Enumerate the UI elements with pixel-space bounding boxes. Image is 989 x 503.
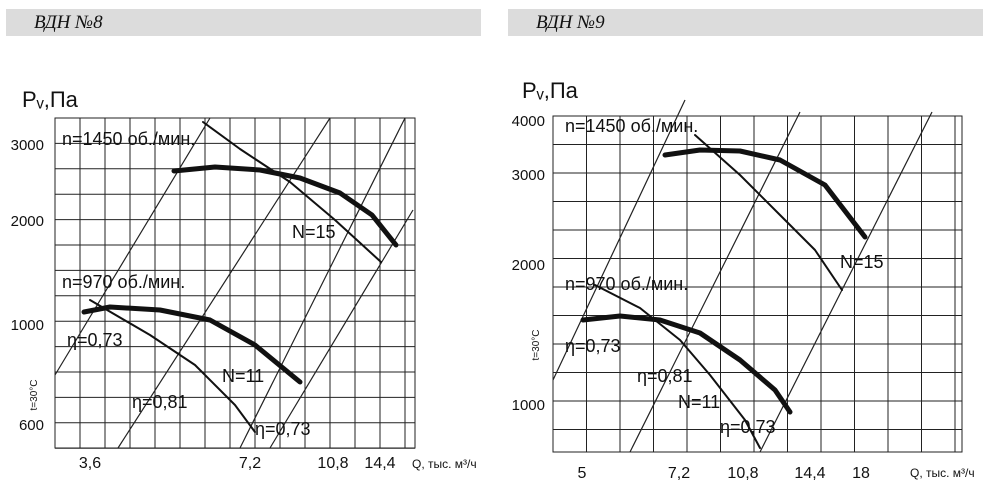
efficiency-line-vdn8: [117, 117, 331, 449]
ann-eta081-vdn9: η=0,81: [637, 366, 693, 386]
x-tick-label-vdn9: 14,4: [794, 465, 825, 482]
efficiency-line-vdn8: [239, 117, 406, 449]
y-tick-label-vdn8: 1000: [11, 317, 44, 334]
ann-eta081-vdn8: η=0,81: [132, 392, 188, 412]
x-axis-label-vdn9: Q, тыс. м³/ч: [910, 466, 975, 480]
ann-n11-vdn9: N=11: [678, 392, 720, 412]
ann-eta073-b-vdn9: η=0,73: [720, 417, 776, 437]
series-1-vdn8: [202, 121, 382, 263]
chart-header-vdn9: ВДН №9: [508, 9, 983, 36]
ann-rpm970-vdn8: n=970 об./мин.: [62, 272, 185, 292]
x-tick-label-vdn8: 7,2: [239, 455, 261, 472]
x-tick-label-vdn8: 3,6: [79, 455, 101, 472]
temperature-label-vdn9: t=30°C: [531, 330, 542, 361]
efficiency-line-vdn8: [54, 117, 211, 376]
series-0-vdn9: [662, 147, 868, 240]
efficiency-line-vdn8: [269, 209, 414, 449]
x-tick-label-vdn9: 5: [578, 465, 587, 482]
series-1-vdn9: [694, 134, 843, 291]
y-tick-label-vdn9: 2000: [512, 257, 545, 274]
series-2-vdn8: [81, 304, 303, 385]
efficiency-line-vdn9: [759, 111, 933, 453]
series-2-vdn9: [580, 313, 793, 415]
ann-rpm1450-vdn9: n=1450 об./мин.: [565, 116, 698, 136]
ann-eta073-a-vdn9: η=0,73: [565, 336, 621, 356]
ann-eta073-a-vdn8: η=0,73: [67, 330, 123, 350]
ann-eta073-b-vdn8: η=0,73: [255, 419, 311, 439]
ann-rpm1450-vdn8: n=1450 об./мин.: [62, 129, 195, 149]
y-axis-label-vdn8: Pᵥ,Па: [22, 87, 79, 112]
y-tick-label-vdn8: 600: [19, 417, 44, 434]
y-axis-label-vdn9: Pᵥ,Па: [522, 78, 579, 103]
x-tick-label-vdn9: 18: [852, 465, 870, 482]
ann-n15-vdn8: N=15: [292, 222, 336, 242]
series-3-vdn9: [594, 284, 761, 449]
chart-title-vdn8: ВДН №8: [34, 12, 103, 33]
x-tick-label-vdn9: 10,8: [727, 465, 758, 482]
y-tick-label-vdn8: 3000: [11, 137, 44, 154]
x-tick-label-vdn8: 10,8: [317, 455, 348, 472]
ann-n15-vdn9: N=15: [840, 252, 884, 272]
chart-header-vdn8: ВДН №8: [6, 9, 481, 36]
plot-frame-vdn8: [54, 117, 416, 449]
ann-rpm970-vdn9: n=970 об./мин.: [565, 274, 688, 294]
y-tick-label-vdn8: 2000: [11, 213, 44, 230]
efficiency-line-vdn9: [629, 111, 801, 453]
ann-n11-vdn8: N=11: [222, 366, 264, 386]
series-0-vdn8: [171, 164, 399, 248]
plot-frame-vdn9: [552, 115, 963, 453]
series-3-vdn8: [89, 299, 256, 433]
x-axis-label-vdn8: Q, тыс. м³/ч: [412, 457, 477, 471]
temperature-label-vdn8: t=30°C: [29, 380, 40, 411]
x-tick-label-vdn9: 7,2: [668, 465, 690, 482]
chart-title-vdn9: ВДН №9: [536, 12, 605, 33]
y-tick-label-vdn9: 3000: [512, 167, 545, 184]
y-tick-label-vdn9: 1000: [512, 397, 545, 414]
y-tick-label-vdn9: 4000: [512, 113, 545, 130]
efficiency-line-vdn9: [552, 99, 686, 381]
x-tick-label-vdn8: 14,4: [364, 455, 395, 472]
